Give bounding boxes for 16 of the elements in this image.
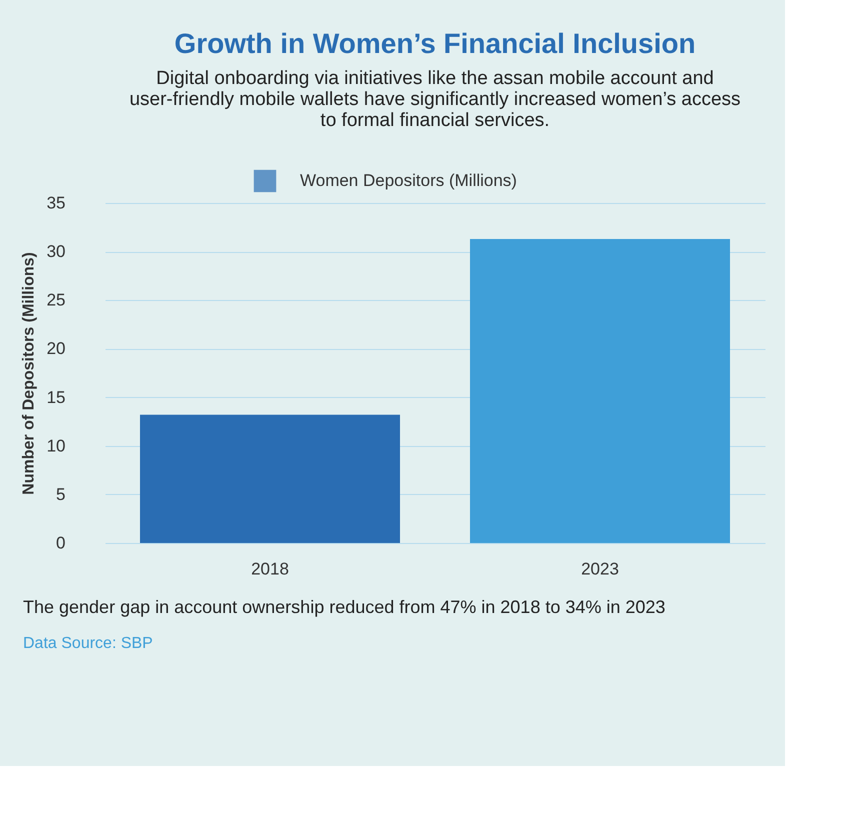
y-tick-label: 30 xyxy=(46,242,66,262)
y-tick-label: 15 xyxy=(46,388,66,407)
legend-label: Women Depositors (Millions) xyxy=(300,171,517,190)
y-tick-label: 25 xyxy=(46,290,66,310)
chart-title: Growth in Women’s Financial Inclusion xyxy=(174,28,696,59)
chart-subtitle: Digital onboarding via initiatives like the assan mobile account and user-friendly mobile wallets have significantly increased women’s access to formal financial services. xyxy=(129,68,741,131)
source-note: Data Source: SBP xyxy=(23,635,153,652)
y-tick-label: 35 xyxy=(46,194,66,212)
x-tick-label: 2023 xyxy=(581,560,619,578)
y-axis-title: Number of Depositors (Millions) xyxy=(20,252,38,495)
y-tick-label: 20 xyxy=(46,339,66,358)
text: The gender gap in account ownership reduced from 47% in 2018 to 34% in 2023 xyxy=(23,597,666,617)
x-tick-label: 2018 xyxy=(251,560,289,578)
y-tick-label: 10 xyxy=(46,436,66,456)
y-tick-label: 0 xyxy=(56,534,66,552)
y-tick-label: 5 xyxy=(56,484,66,504)
